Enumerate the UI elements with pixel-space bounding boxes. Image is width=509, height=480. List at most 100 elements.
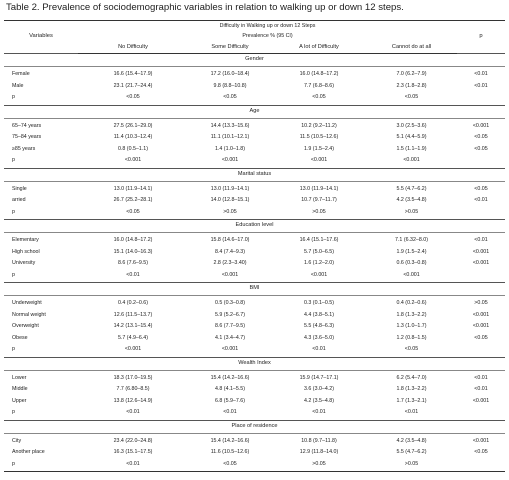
table-row: Obese 5.7 (4.9–6.4) 4.1 (3.4–4.7) 4.3 (3.6–… — [4, 333, 505, 345]
cell-some-difficulty: 13.0 (11.9–14.1) — [210, 185, 250, 192]
cell-some-difficulty: 1.4 (1.0–1.8) — [214, 145, 246, 152]
table-row: p <0.05 >0.05 >0.05 >0.05 — [4, 207, 505, 220]
cell-a-lot-of-difficulty: 0.3 (0.1–0.5) — [303, 300, 335, 307]
cell-p-value: <0.001 — [472, 323, 490, 330]
cell-cannot-do-at-all: 1.9 (1.5–2.4) — [396, 248, 427, 255]
cell-a-lot-of-difficulty: 10.7 (9.7–11.7) — [301, 197, 337, 204]
cell-p-value — [457, 207, 505, 220]
row-label: Female — [12, 71, 30, 78]
prevalence-subheader: Prevalence % (95 CI) — [242, 33, 293, 40]
cell-no-difficulty: 16.6 (15.4–17.9) — [113, 71, 153, 78]
prevalence-table: Variables Difficulty in Walking up or do… — [4, 20, 505, 472]
row-label: Male — [12, 82, 24, 89]
row-label: p — [12, 271, 15, 278]
cell-no-difficulty: 15.1 (14.0–16.3) — [113, 248, 153, 255]
row-label: Normal weight — [12, 311, 46, 318]
cell-a-lot-of-difficulty: 1.6 (1.2–2.0) — [303, 260, 335, 267]
cell-a-lot-of-difficulty: <0.001 — [310, 157, 328, 164]
bottom-rule-cell — [4, 471, 505, 472]
cell-cannot-do-at-all: 7.1 (6.32–8.0) — [395, 237, 428, 244]
cell-no-difficulty: <0.01 — [126, 409, 140, 416]
row-label: arried — [12, 197, 26, 204]
cell-a-lot-of-difficulty: 4.4 (3.8–5.1) — [303, 311, 335, 318]
cell-no-difficulty: <0.05 — [126, 94, 140, 101]
table-row: High school 15.1 (14.0–16.3) 8.4 (7.4–9.3)… — [4, 247, 505, 259]
cell-cannot-do-at-all: <0.01 — [404, 409, 419, 416]
cell-a-lot-of-difficulty: >0.05 — [312, 208, 326, 215]
row-label: 75–84 years — [12, 134, 42, 141]
cell-no-difficulty: 12.6 (11.5–13.7) — [113, 311, 153, 318]
row-label: Elementary — [12, 237, 39, 244]
cell-a-lot-of-difficulty: 13.0 (11.9–14.1) — [299, 185, 339, 192]
cell-p-value: <0.001 — [472, 260, 490, 267]
cell-cannot-do-at-all: <0.05 — [404, 94, 419, 101]
col-header-some-difficulty: Some Difficulty — [188, 42, 272, 54]
cell-a-lot-of-difficulty: 15.9 (14.7–17.1) — [299, 374, 339, 381]
cell-a-lot-of-difficulty: <0.01 — [312, 346, 326, 353]
table-row: arried 26.7 (25.2–28.1) 14.0 (12.8–15.1) 10… — [4, 195, 505, 207]
table-row: University 8.6 (7.6–9.5) 2.8 (2.3–3.40) 1.6… — [4, 258, 505, 270]
cell-some-difficulty: <0.001 — [221, 157, 239, 164]
cell-some-difficulty: 4.8 (4.1–5.5) — [214, 386, 246, 393]
cell-some-difficulty: 4.1 (3.4–4.7) — [214, 334, 246, 341]
cell-some-difficulty: 15.8 (14.6–17.0) — [210, 237, 250, 244]
cell-a-lot-of-difficulty: 10.8 (9.7–11.8) — [301, 437, 337, 444]
row-label: p — [12, 409, 15, 416]
section-title: Place of residence — [4, 419, 505, 434]
cell-no-difficulty: 23.4 (22.0–24.8) — [113, 437, 153, 444]
cell-some-difficulty: 2.8 (2.3–3.40) — [213, 260, 247, 267]
cell-some-difficulty: 14.0 (12.8–15.1) — [210, 197, 250, 204]
cell-cannot-do-at-all: >0.05 — [404, 460, 419, 467]
cell-some-difficulty: <0.001 — [221, 346, 239, 353]
cell-p-value: <0.05 — [474, 134, 488, 141]
row-label: ≥85 years — [12, 145, 36, 152]
cell-cannot-do-at-all: 2.3 (1.8–2.8) — [396, 82, 427, 89]
table-bottom-rule — [4, 471, 505, 472]
cell-p-value: <0.05 — [474, 449, 488, 456]
section-row-marital-status: Marital status — [4, 167, 505, 182]
section-row-age: Age — [4, 104, 505, 119]
cell-cannot-do-at-all: <0.05 — [404, 346, 419, 353]
cell-a-lot-of-difficulty: 16.0 (14.8–17.2) — [299, 71, 339, 78]
cell-a-lot-of-difficulty: 11.5 (10.5–12.6) — [299, 134, 339, 141]
cell-cannot-do-at-all: 1.7 (1.3–2.1) — [396, 397, 427, 404]
cell-cannot-do-at-all: 5.1 (4.4–5.9) — [396, 134, 427, 141]
cell-p-value: <0.001 — [472, 437, 490, 444]
cell-no-difficulty: <0.05 — [126, 208, 140, 215]
col-header-no-difficulty: No Difficulty — [78, 42, 188, 54]
cell-cannot-do-at-all: <0.001 — [403, 157, 420, 164]
cell-some-difficulty: 11.6 (10.5–12.6) — [210, 449, 250, 456]
cell-p-value: <0.01 — [474, 71, 488, 78]
cell-some-difficulty: 8.6 (7.7–9.5) — [214, 323, 246, 330]
cell-a-lot-of-difficulty: 16.4 (15.1–17.6) — [299, 237, 339, 244]
cell-some-difficulty: 14.4 (13.3–15.6) — [210, 122, 250, 129]
cell-cannot-do-at-all: 6.2 (5.4–7.0) — [396, 374, 427, 381]
cell-no-difficulty: 13.8 (12.6–14.9) — [113, 397, 153, 404]
cell-p-value: <0.01 — [474, 374, 488, 381]
table-row: City 23.4 (22.0–24.8) 15.4 (14.2–16.6) 10.8… — [4, 433, 505, 447]
difficulty-span-header: Difficulty in Walking up or down 12 Step… — [78, 20, 457, 32]
cell-p-value: <0.01 — [474, 197, 488, 204]
table-row: 65–74 years 27.5 (26.1–29.0) 14.4 (13.3–15… — [4, 118, 505, 132]
cell-cannot-do-at-all: 3.0 (2.5–3.6) — [396, 122, 427, 129]
cell-a-lot-of-difficulty: 10.2 (9.2–11.2) — [301, 122, 337, 129]
table-row: Upper 13.8 (12.6–14.9) 6.8 (5.9–7.6) 4.2 (3… — [4, 396, 505, 408]
row-label: University — [12, 260, 36, 267]
cell-p-value: <0.01 — [474, 237, 488, 244]
cell-p-value: <0.001 — [472, 311, 490, 318]
cell-some-difficulty: 8.4 (7.4–9.3) — [214, 248, 246, 255]
p-value-header: p — [457, 20, 505, 54]
cell-some-difficulty: 0.5 (0.3–0.8) — [214, 300, 246, 307]
row-label: Lower — [12, 374, 27, 381]
table-row: p <0.05 <0.05 <0.05 <0.05 — [4, 92, 505, 105]
cell-p-value: <0.001 — [472, 397, 490, 404]
table-body: Gender Female 16.6 (15.4–17.9) 17.2 (16.0–1… — [4, 53, 505, 472]
section-row-place-of-residence: Place of residence — [4, 419, 505, 434]
cell-p-value — [457, 92, 505, 105]
section-title: Gender — [4, 53, 505, 67]
table-row: Lower 18.3 (17.0–19.5) 15.4 (14.2–16.6) 15.… — [4, 370, 505, 384]
cell-no-difficulty: 27.5 (26.1–29.0) — [113, 122, 153, 129]
cell-no-difficulty: <0.001 — [124, 157, 142, 164]
cell-some-difficulty: <0.05 — [223, 94, 237, 101]
cell-cannot-do-at-all: 1.5 (1.1–1.9) — [396, 145, 427, 152]
